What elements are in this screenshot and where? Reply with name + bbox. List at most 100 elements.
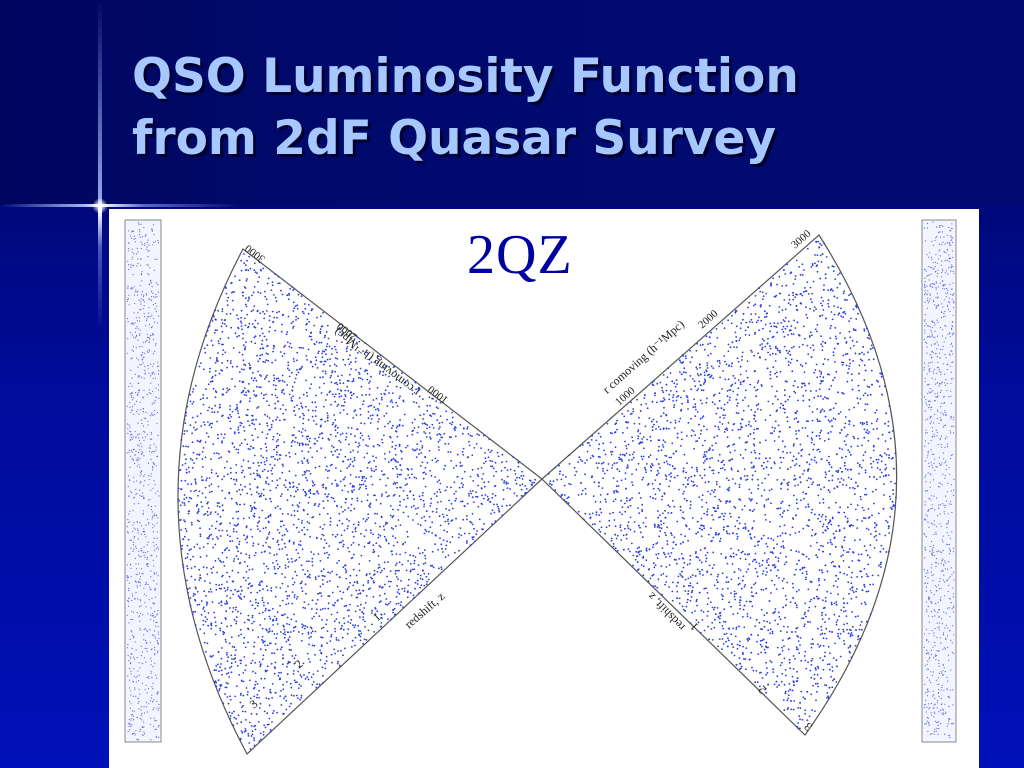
quasar-dot (357, 624, 360, 627)
quasar-dot (273, 615, 276, 618)
quasar-dot (462, 484, 465, 486)
quasar-dot (217, 651, 220, 653)
sky-strip-dot (137, 444, 139, 446)
quasar-dot (342, 628, 345, 631)
quasar-dot (380, 495, 383, 497)
quasar-dot (475, 443, 478, 445)
quasar-dot (485, 460, 487, 463)
sky-strip-dot (924, 476, 926, 478)
quasar-dot (219, 559, 221, 562)
sky-strip-dot (947, 523, 949, 525)
sky-strip-dot (144, 480, 146, 482)
sky-strip-dot (152, 614, 154, 616)
quasar-dot (250, 585, 252, 588)
quasar-dot (246, 408, 249, 411)
sky-strip-dot (951, 328, 953, 330)
sky-strip-dot (127, 675, 129, 677)
sky-strip-dot (154, 373, 156, 375)
quasar-dot (287, 639, 290, 642)
sky-strip-dot (135, 649, 137, 651)
quasar-dot (350, 394, 353, 397)
quasar-dot (258, 357, 261, 360)
quasar-dot (326, 619, 328, 621)
quasar-dot (336, 432, 339, 434)
sky-strip-dot (931, 356, 933, 358)
quasar-dot (398, 443, 401, 446)
sky-strip-dot (156, 639, 158, 642)
sky-strip-dot (147, 368, 149, 370)
quasar-dot (233, 530, 235, 533)
quasar-dot (321, 636, 324, 639)
quasar-dot (240, 325, 243, 327)
quasar-dot (351, 639, 354, 642)
quasar-dot (308, 304, 310, 306)
quasar-dot (448, 436, 451, 438)
sky-strip-dot (147, 424, 149, 426)
quasar-dot (249, 483, 251, 486)
sky-strip-dot (936, 466, 938, 468)
quasar-dot (416, 579, 419, 582)
survey-figure-panel: r comoving (h⁻¹Mpc) 1000 2000 3000 redsh… (109, 209, 979, 768)
sky-strip-dot (129, 402, 131, 404)
sky-strip-dot (941, 708, 944, 710)
sky-strip-dot (923, 646, 925, 649)
quasar-dot (196, 453, 198, 456)
quasar-dot (359, 486, 362, 489)
quasar-dot (305, 355, 308, 357)
quasar-dot (372, 445, 375, 447)
sky-strip-dot (925, 341, 927, 343)
quasar-dot (197, 510, 199, 513)
quasar-dot (258, 261, 261, 264)
quasar-dot (198, 365, 201, 368)
sky-strip-dot (931, 507, 934, 509)
quasar-dot (431, 397, 433, 400)
quasar-dot (260, 551, 263, 554)
quasar-dot (395, 595, 398, 598)
quasar-dot (247, 460, 250, 463)
quasar-dot (270, 469, 273, 472)
quasar-dot (282, 524, 285, 527)
quasar-dot (275, 453, 278, 456)
quasar-dot (383, 528, 386, 531)
sky-strip-dot (153, 296, 155, 298)
quasar-dot (298, 444, 301, 447)
sky-strip-dot (143, 587, 145, 589)
sky-strip-dot (946, 259, 948, 261)
sky-strip-dot (934, 610, 936, 612)
quasar-dot (242, 576, 245, 579)
quasar-dot (293, 426, 296, 429)
sky-strip-dot (156, 522, 158, 524)
quasar-dot (266, 665, 269, 668)
quasar-dot (265, 628, 267, 631)
sky-strip-dot (152, 390, 154, 393)
sky-strip-dot (131, 392, 133, 395)
quasar-dot (237, 595, 240, 597)
quasar-dot (244, 324, 247, 327)
quasar-dot (351, 380, 354, 383)
quasar-dot (230, 416, 233, 418)
quasar-dot (276, 633, 279, 635)
quasar-dot (503, 481, 505, 484)
sky-strip-dot (144, 436, 146, 438)
quasar-dot (274, 359, 277, 361)
quasar-dot (360, 385, 363, 388)
sky-strip-dot (129, 638, 131, 640)
quasar-dot (349, 397, 352, 400)
sky-strip-dot (133, 548, 135, 550)
sky-strip-dot (929, 481, 931, 483)
sky-strip-dot (944, 260, 946, 262)
sky-strip-dot (136, 480, 138, 482)
quasar-dot (293, 594, 296, 596)
quasar-dot (222, 509, 224, 512)
sky-strip-dot (924, 240, 927, 242)
quasar-dot (271, 683, 274, 685)
quasar-dot (334, 435, 337, 438)
quasar-dot (201, 479, 203, 481)
sky-strip-dot (126, 647, 129, 649)
quasar-dot (483, 462, 485, 465)
quasar-dot (271, 281, 274, 283)
quasar-dot (185, 471, 188, 474)
quasar-dot (367, 410, 370, 413)
sky-strip-dot (924, 301, 926, 303)
sky-strip-dot (137, 262, 139, 265)
